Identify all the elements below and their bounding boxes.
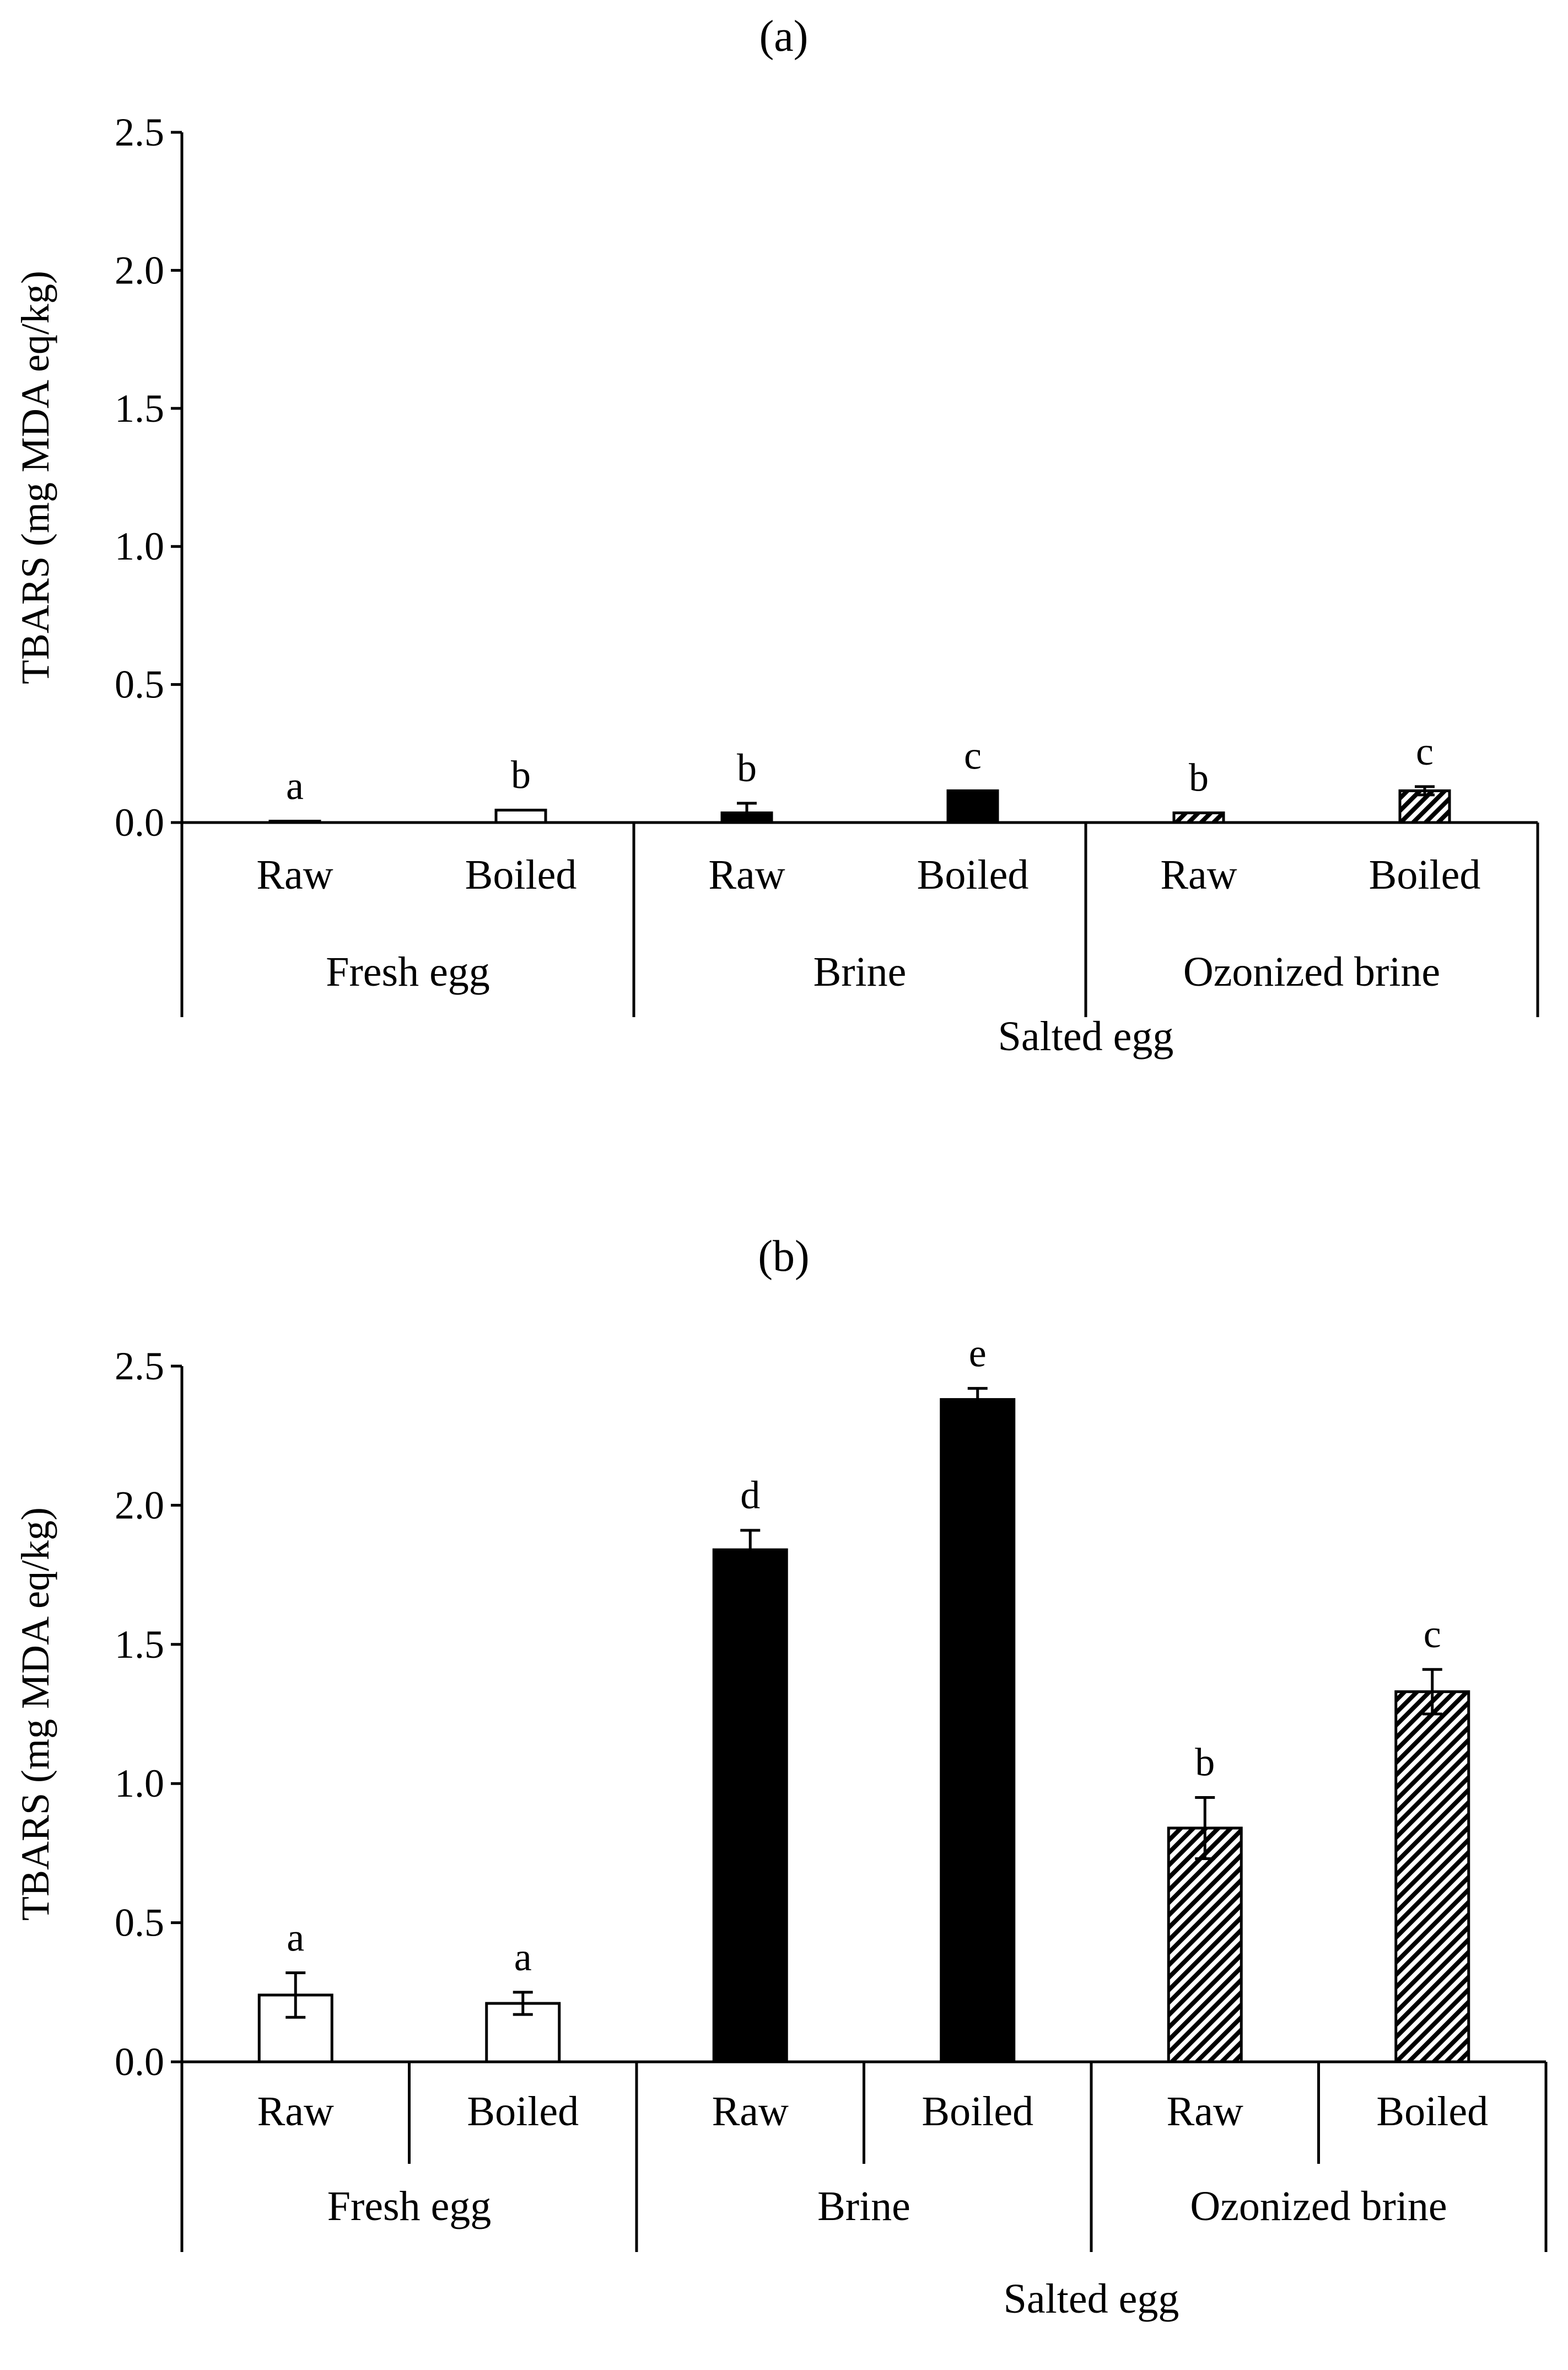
category-label: Raw <box>1167 2088 1243 2135</box>
chart-b: (b) TBARS (mg MDA eq/kg) 0.0 0.5 1.0 1.5 2.0 2.… <box>13 1232 1548 2322</box>
category-label: Raw <box>257 2088 334 2135</box>
y-tick-label: 0.0 <box>115 800 164 845</box>
group-label: Brine <box>813 949 907 995</box>
significance-letter: b <box>1189 755 1209 799</box>
significance-letter: b <box>1195 1740 1215 1784</box>
group-label: Fresh egg <box>326 949 490 995</box>
bar <box>712 1548 788 2063</box>
group-label: Fresh egg <box>327 2183 492 2229</box>
significance-letter: b <box>737 746 757 790</box>
y-tick-label: 2.5 <box>115 110 164 154</box>
category-label: Boiled <box>1376 2088 1488 2135</box>
category-label: Boiled <box>917 852 1029 898</box>
category-label: Boiled <box>922 2088 1033 2135</box>
chart-title: (b) <box>758 1232 809 1281</box>
y-axis-label: TBARS (mg MDA eq/kg) <box>13 271 57 684</box>
chart-title: (a) <box>759 12 809 61</box>
bar <box>257 1993 333 2063</box>
group-label: Brine <box>817 2183 910 2229</box>
y-tick-label: 1.5 <box>115 1622 164 1667</box>
significance-letter: b <box>511 753 531 797</box>
significance-letter: d <box>740 1473 760 1517</box>
category-label: Raw <box>712 2088 789 2135</box>
bar <box>494 808 547 824</box>
significance-letter: a <box>514 1935 532 1979</box>
group-label: Ozonized brine <box>1183 949 1440 995</box>
bar <box>1394 1690 1470 2063</box>
y-tick-label: 2.5 <box>115 1344 164 1388</box>
bar <box>1167 1826 1243 2063</box>
y-tick-label: 2.0 <box>115 1483 164 1527</box>
significance-letter: c <box>964 733 982 777</box>
category-label: Boiled <box>465 852 577 898</box>
y-tick-label: 2.0 <box>115 248 164 292</box>
significance-letter: a <box>286 764 304 808</box>
y-tick-label: 0.5 <box>115 1901 164 1945</box>
y-tick-label: 1.5 <box>115 386 164 431</box>
y-tick-label: 0.5 <box>115 663 164 707</box>
significance-letter: e <box>969 1331 987 1375</box>
group-label: Ozonized brine <box>1190 2183 1447 2229</box>
bar <box>1172 811 1225 824</box>
bar <box>946 789 999 824</box>
chart-a: (a) TBARS (mg MDA eq/kg) 0.0 0.5 1.0 1.5 2.0 2.… <box>13 12 1539 1060</box>
y-tick-label: 1.0 <box>115 1761 164 1805</box>
y-axis-label: TBARS (mg MDA eq/kg) <box>13 1507 57 1921</box>
category-label: Raw <box>708 852 785 898</box>
bar <box>268 819 321 824</box>
significance-letter: a <box>287 1915 304 1959</box>
significance-letter: c <box>1424 1612 1441 1656</box>
category-label: Boiled <box>467 2088 579 2135</box>
category-label: Raw <box>1160 852 1237 898</box>
y-tick-label: 0.0 <box>115 2040 164 2084</box>
bar <box>940 1398 1016 2063</box>
x-axis-label: Salted egg <box>998 1013 1174 1060</box>
y-tick-label: 1.0 <box>115 524 164 568</box>
x-axis-label: Salted egg <box>1004 2276 1179 2322</box>
significance-letter: c <box>1416 729 1434 773</box>
category-label: Raw <box>256 852 333 898</box>
category-label: Boiled <box>1369 852 1481 898</box>
